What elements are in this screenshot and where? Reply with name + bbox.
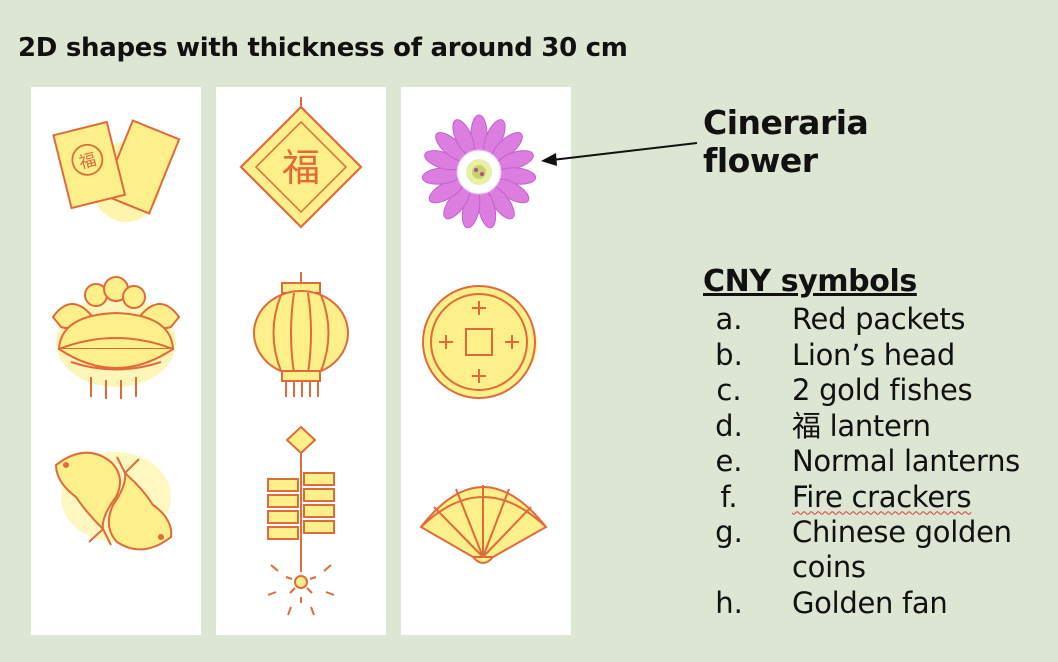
- list-marker: b.: [715, 337, 743, 372]
- list-item: h. Golden fan: [703, 586, 1053, 622]
- lantern-icon: [253, 272, 349, 397]
- fu-diamond-icon: 福: [239, 97, 363, 229]
- cineraria-flower-icon: [421, 114, 537, 229]
- fishes-icon: [54, 451, 173, 551]
- list-item-label: Fire crackers: [792, 479, 972, 514]
- list-item-label: Golden fan: [792, 586, 948, 620]
- list-marker: h.: [715, 586, 743, 620]
- list-item-label: Normal lanterns: [792, 444, 1020, 478]
- golden-fan-icon: [419, 485, 548, 564]
- list-item: a. Red packets: [703, 302, 1053, 338]
- symbols-panel-left: 福: [31, 87, 201, 635]
- list-item: b. Lion’s head: [703, 338, 1053, 374]
- svg-text:福: 福: [77, 150, 98, 174]
- flower-label-line-1: Cineraria: [703, 103, 869, 142]
- list-marker: f.: [720, 479, 738, 514]
- symbols-panel-middle: 福: [216, 87, 386, 635]
- list-marker: d.: [715, 408, 743, 443]
- lion-head-icon: [51, 276, 181, 399]
- flower-label: Cineraria flower: [703, 103, 869, 180]
- list-item: e. Normal lanterns: [703, 444, 1053, 480]
- symbols-list: a. Red packets b. Lion’s head c. 2 gold …: [703, 302, 1053, 622]
- list-item-label: Lion’s head: [792, 337, 955, 372]
- list-item-label: 福 lantern: [792, 408, 931, 443]
- red-packets-icon: 福: [52, 119, 181, 222]
- list-item-label: Chinese golden coins: [792, 515, 1012, 584]
- list-item: f. Fire crackers: [703, 480, 1053, 516]
- svg-text:福: 福: [282, 146, 320, 190]
- flower-label-line-2: flower: [703, 141, 818, 180]
- symbols-panel-right: [401, 87, 571, 635]
- list-marker: e.: [715, 444, 743, 478]
- list-item: c. 2 gold fishes: [703, 373, 1053, 409]
- page-title: 2D shapes with thickness of around 30 cm: [18, 33, 628, 63]
- list-item: g. Chinese golden coins: [703, 515, 1053, 586]
- list-marker: a.: [715, 302, 743, 336]
- firecrackers-icon: [267, 425, 335, 616]
- list-marker: c.: [716, 373, 742, 407]
- list-marker: g.: [715, 515, 743, 549]
- list-item: d. 福 lantern: [703, 409, 1053, 445]
- list-item-label: Red packets: [792, 302, 966, 336]
- golden-coin-icon: [422, 285, 538, 399]
- list-item-label: 2 gold fishes: [792, 373, 973, 407]
- symbols-heading: CNY symbols: [703, 264, 917, 299]
